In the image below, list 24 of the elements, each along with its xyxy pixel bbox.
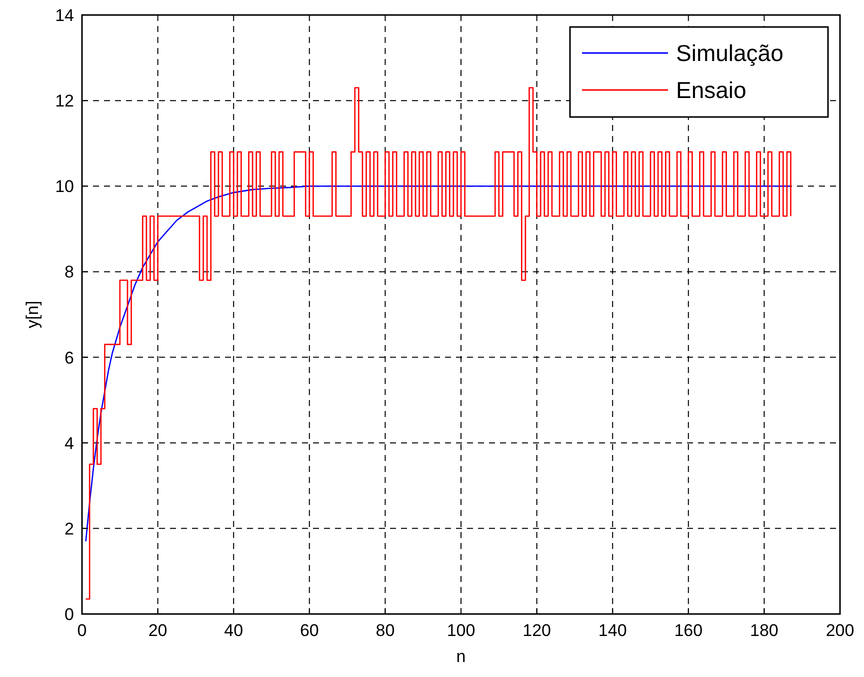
x-tick-label: 20 [148, 621, 168, 640]
line-series [85, 185, 792, 542]
x-tick-label: 60 [300, 621, 319, 640]
x-tick-label: 140 [598, 621, 627, 640]
y-axis-title: y[n] [23, 300, 42, 328]
x-tick-label: 80 [376, 621, 395, 640]
x-axis-title: n [456, 647, 466, 666]
x-tick-label: 40 [224, 621, 244, 640]
x-tick-label: 120 [522, 621, 551, 640]
y-tick-label: 6 [64, 348, 74, 368]
y-tick-label: 8 [64, 262, 74, 282]
x-tick-label: 200 [826, 621, 854, 640]
y-tick-label: 10 [55, 177, 74, 196]
y-tick-label: 2 [64, 519, 74, 538]
legend-label: Ensaio [676, 77, 746, 103]
x-tick-label: 180 [750, 621, 778, 640]
x-tick-label: 0 [77, 621, 87, 640]
y-tick-label: 0 [64, 605, 74, 624]
y-tick-label: 4 [64, 434, 74, 453]
y-tick-label: 14 [55, 6, 74, 25]
x-tick-label: 160 [674, 621, 703, 640]
y-tick-label: 12 [55, 92, 74, 111]
x-tick-label: 100 [446, 621, 476, 640]
legend-label: Simulação [676, 40, 784, 66]
